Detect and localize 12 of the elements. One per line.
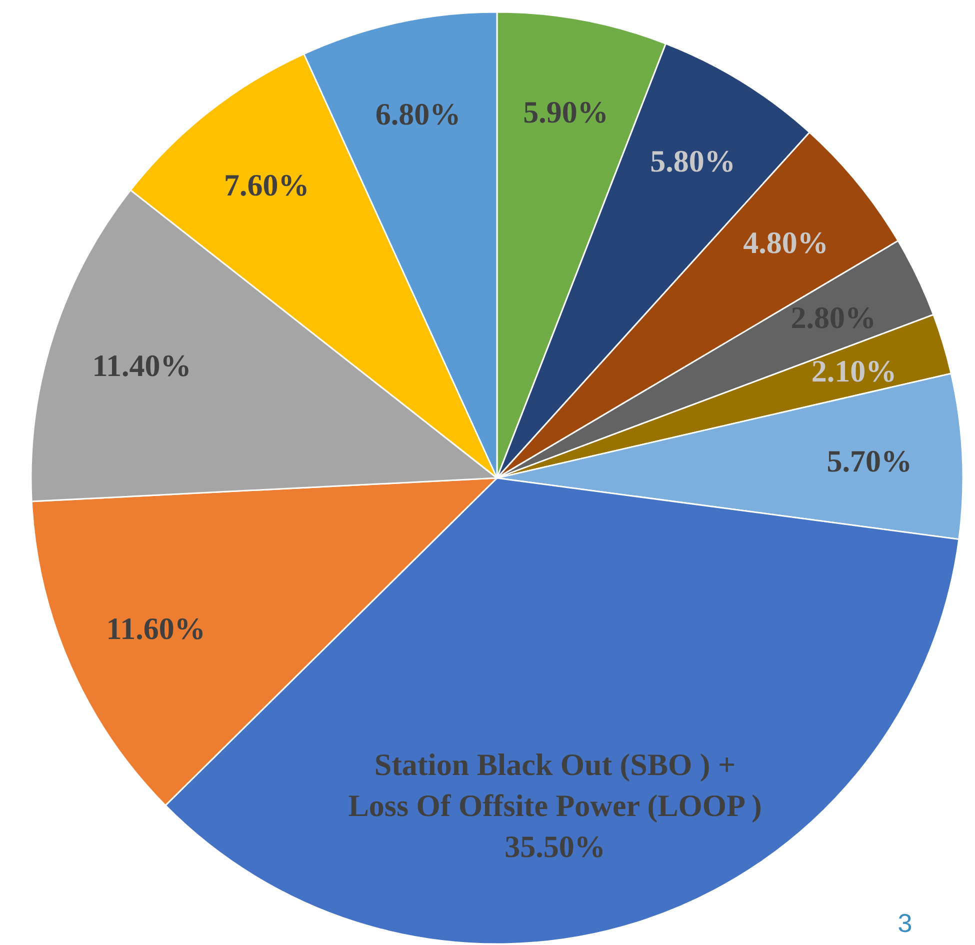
data-label: 2.10% [811,353,897,388]
slice-label: Station Black Out (SBO ) + Loss Of Offsite Power (LOOP ) [348,746,762,823]
data-label: 11.60% [106,611,206,646]
data-label: 11.40% [92,348,192,383]
data-label: 6.80% [375,96,461,132]
data-label: 35.50% [504,828,606,864]
data-label: 5.80% [650,144,736,179]
text: 3 [898,908,912,938]
data-label: 5.70% [826,443,912,478]
data-label: 5.90% [523,94,608,130]
data-label: 4.80% [743,225,828,260]
data-label: 7.60% [224,168,310,203]
